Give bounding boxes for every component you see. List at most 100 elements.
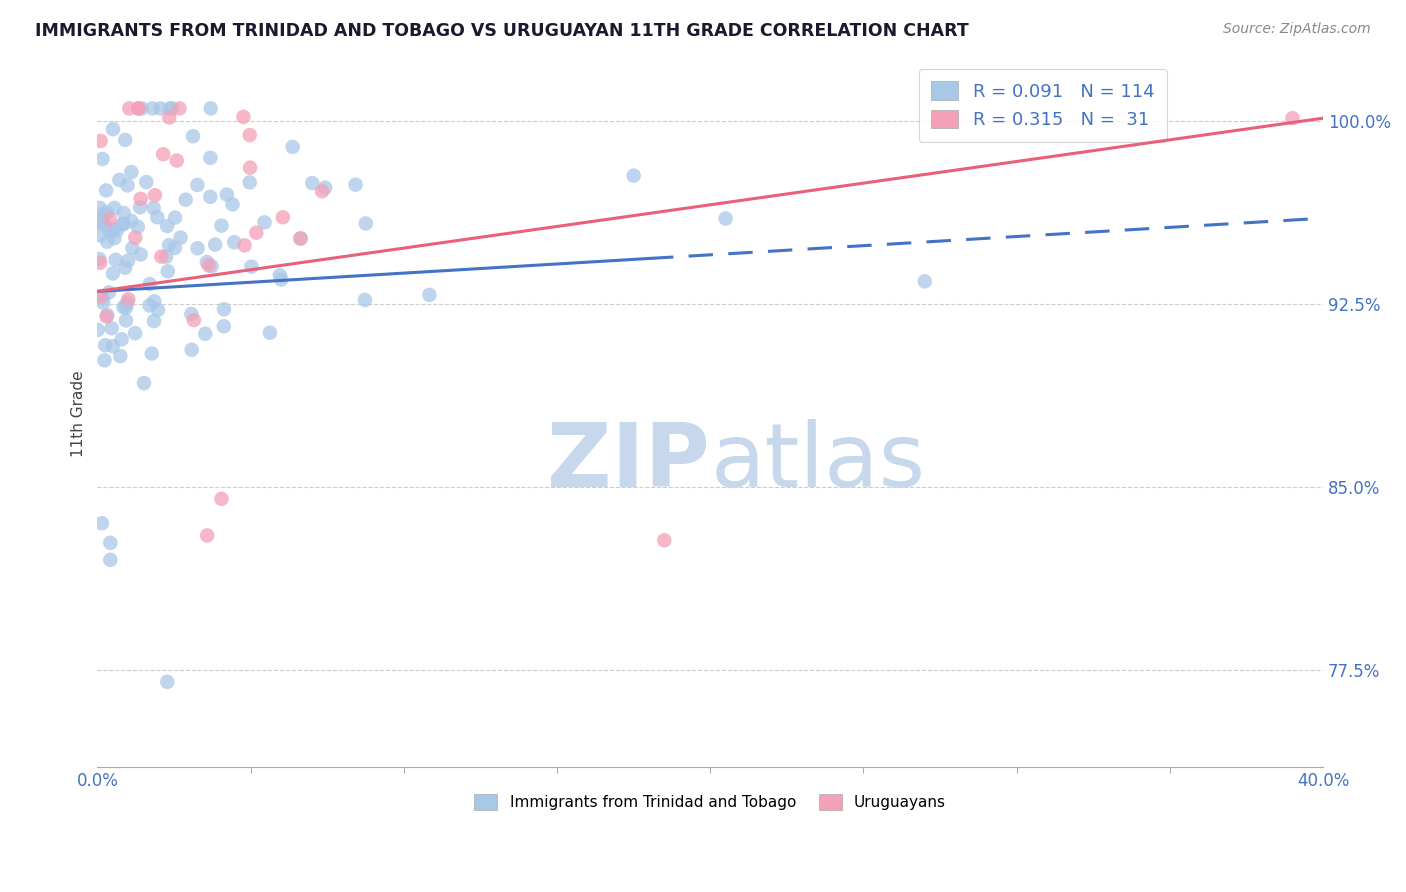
Point <box>155 250 177 264</box>
Point <box>143 188 166 202</box>
Point <box>221 197 243 211</box>
Point <box>215 187 238 202</box>
Point <box>124 326 146 341</box>
Point <box>138 277 160 291</box>
Point <box>101 122 124 136</box>
Point <box>112 206 135 220</box>
Point <box>94 183 117 197</box>
Point <box>169 102 191 116</box>
Point <box>183 313 205 327</box>
Point <box>89 228 111 243</box>
Text: IMMIGRANTS FROM TRINIDAD AND TOBAGO VS URUGUAYAN 11TH GRADE CORRELATION CHART: IMMIGRANTS FROM TRINIDAD AND TOBAGO VS U… <box>35 22 969 40</box>
Point <box>195 528 218 542</box>
Point <box>118 102 141 116</box>
Point <box>90 213 112 227</box>
Point <box>240 260 263 274</box>
Point <box>98 212 121 227</box>
Point <box>114 260 136 275</box>
Point <box>141 346 163 360</box>
Point <box>117 253 139 268</box>
Point <box>259 326 281 340</box>
Point <box>149 102 172 116</box>
Point <box>120 165 142 179</box>
Point <box>180 343 202 357</box>
Point <box>89 201 111 215</box>
Point <box>314 180 336 194</box>
Point <box>91 291 114 305</box>
Point <box>239 176 262 190</box>
Point <box>105 223 128 237</box>
Point <box>181 129 204 144</box>
Point <box>98 553 121 567</box>
Point <box>418 288 440 302</box>
Point <box>166 153 188 168</box>
Point <box>239 128 262 142</box>
Point <box>187 241 209 255</box>
Point <box>94 338 117 352</box>
Point <box>142 102 165 116</box>
Point <box>186 178 208 192</box>
Point <box>100 321 122 335</box>
Point <box>156 674 179 689</box>
Point <box>100 224 122 238</box>
Point <box>201 259 224 273</box>
Point <box>89 256 111 270</box>
Point <box>93 353 115 368</box>
Point <box>156 264 179 278</box>
Point <box>101 267 124 281</box>
Text: atlas: atlas <box>710 419 925 507</box>
Point <box>163 241 186 255</box>
Point <box>232 110 254 124</box>
Point <box>121 241 143 255</box>
Point <box>301 176 323 190</box>
Point <box>354 293 377 307</box>
Point <box>87 323 110 337</box>
Point <box>131 102 153 116</box>
Text: ZIP: ZIP <box>547 419 710 507</box>
Point <box>914 274 936 288</box>
Point <box>165 211 187 225</box>
Point <box>129 247 152 261</box>
Point <box>204 237 226 252</box>
Point <box>101 339 124 353</box>
Point <box>233 238 256 252</box>
Legend: Immigrants from Trinidad and Tobago, Uruguayans: Immigrants from Trinidad and Tobago, Uru… <box>468 788 952 816</box>
Point <box>127 219 149 234</box>
Point <box>138 298 160 312</box>
Point <box>212 302 235 317</box>
Point <box>117 178 139 193</box>
Point <box>623 169 645 183</box>
Point <box>344 178 367 192</box>
Point <box>89 252 111 266</box>
Point <box>157 238 180 252</box>
Point <box>93 207 115 221</box>
Point <box>115 301 138 315</box>
Point <box>174 193 197 207</box>
Point <box>271 211 294 225</box>
Point <box>714 211 737 226</box>
Point <box>1281 111 1303 125</box>
Point <box>96 205 118 219</box>
Point <box>112 301 135 315</box>
Point <box>110 332 132 346</box>
Point <box>124 230 146 244</box>
Point <box>290 231 312 245</box>
Point <box>90 217 112 231</box>
Point <box>354 217 377 231</box>
Point <box>150 250 173 264</box>
Point <box>146 211 169 225</box>
Point <box>110 349 132 363</box>
Point <box>146 302 169 317</box>
Point <box>115 297 138 311</box>
Point <box>180 307 202 321</box>
Point <box>129 200 152 214</box>
Point <box>270 272 292 286</box>
Point <box>211 219 233 233</box>
Point <box>96 235 118 249</box>
Point <box>135 175 157 189</box>
Point <box>117 295 139 310</box>
Point <box>143 314 166 328</box>
Point <box>98 285 121 300</box>
Point <box>90 289 112 303</box>
Point <box>212 319 235 334</box>
